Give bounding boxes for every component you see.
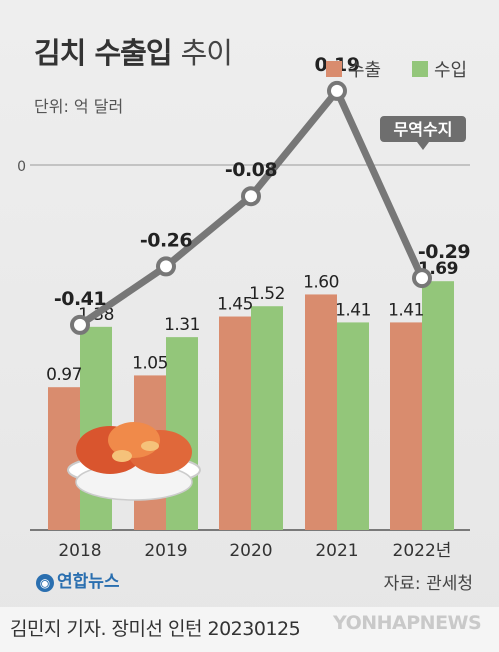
trade-balance-badge [380, 116, 466, 142]
trade-balance-label: -0.08 [225, 159, 278, 181]
zero-tick-label: 0 [17, 159, 26, 175]
import-data-label: 1.31 [164, 315, 200, 335]
export-data-label: 0.97 [46, 365, 82, 385]
x-tick-label: 2022년 [393, 541, 452, 561]
agency-watermark: YONHAPNEWS [333, 612, 482, 634]
trade-balance-label: -0.29 [418, 241, 470, 263]
trade-balance-point [412, 268, 432, 289]
x-tick-label: 2019 [144, 541, 187, 561]
footer-bar [0, 607, 499, 652]
legend-export-swatch [326, 61, 342, 77]
x-tick-label: 2021 [315, 541, 358, 561]
export-bar [305, 294, 337, 530]
import-data-label: 1.41 [335, 300, 371, 320]
legend-import-label: 수입 [434, 60, 468, 81]
trade-balance-point [327, 80, 347, 101]
trade-balance-label: -0.41 [54, 288, 106, 310]
trade-balance-label: -0.26 [140, 229, 193, 251]
legend-import: 수입 [412, 56, 467, 82]
x-tick-label: 2018 [58, 541, 101, 561]
export-data-label: 1.05 [132, 353, 168, 373]
export-data-label: 1.45 [217, 295, 253, 315]
export-bar [48, 387, 80, 530]
export-bar [390, 322, 422, 530]
brand-name: 연합뉴스 [57, 572, 120, 592]
kimchi-leaf [141, 441, 159, 451]
trade-balance-series-name: 무역수지 [394, 120, 453, 139]
trade-balance-point [156, 256, 176, 277]
trade-balance-point [241, 186, 261, 207]
chart-title: 김치 수출입 추이 [34, 30, 233, 72]
import-data-label: 1.52 [249, 284, 285, 304]
export-data-label: 1.60 [303, 272, 339, 292]
export-data-label: 1.41 [388, 300, 424, 320]
kimchi-leaf [112, 450, 132, 462]
brand-logo: ◉ 연합뉴스 [36, 567, 120, 592]
source-label: 자료: 관세청 [383, 574, 473, 594]
trade-balance-point [70, 314, 90, 335]
import-bar [251, 306, 283, 530]
globe-icon: ◉ [36, 574, 54, 592]
credit-line: 김민지 기자. 장미선 인턴 20230125 [10, 618, 301, 640]
trade-balance-badge-pointer [417, 142, 429, 150]
import-bar [422, 281, 454, 530]
legend-export-label: 수출 [348, 60, 382, 81]
export-bar [219, 316, 251, 530]
import-bar [337, 322, 369, 530]
x-tick-label: 2020 [229, 541, 272, 561]
legend-import-swatch [412, 61, 428, 77]
title-main: 김치 수출입 [34, 36, 172, 70]
legend-export: 수출 [326, 56, 381, 82]
title-sub: 추이 [180, 36, 233, 70]
unit-label: 단위: 억 달러 [34, 97, 124, 116]
